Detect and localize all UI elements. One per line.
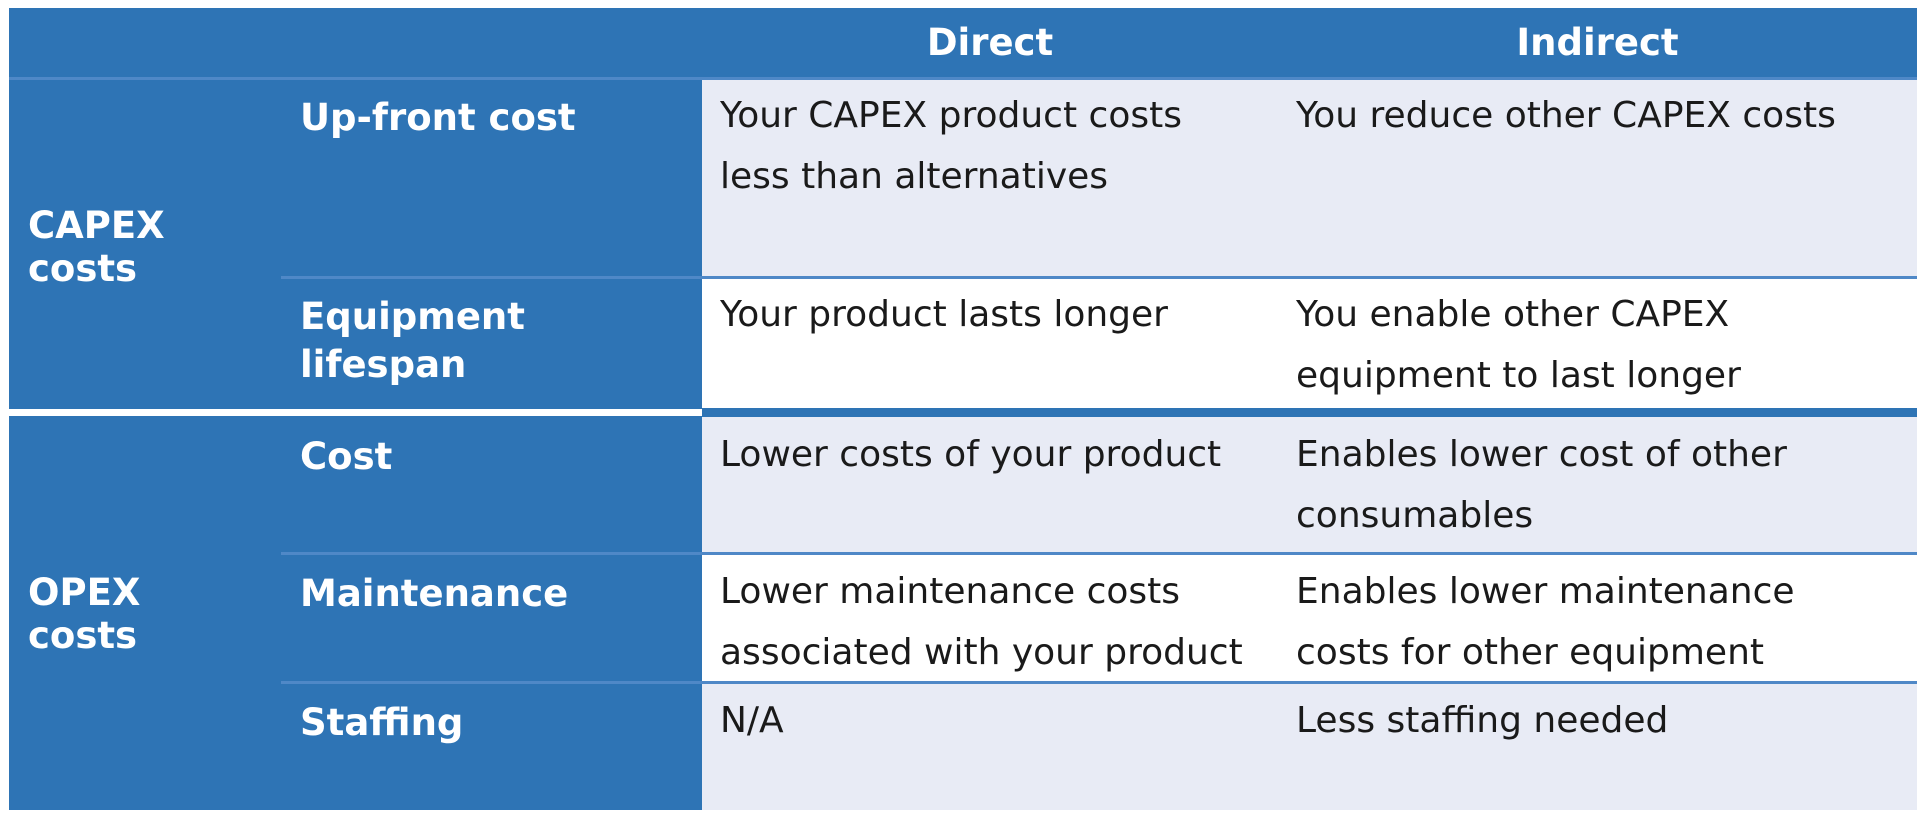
cost-comparison-table: Direct Indirect CAPEX costs Up-front cos… <box>9 8 1917 810</box>
row-label-up-front-cost: Up-front cost <box>300 96 576 139</box>
cell-staffing-direct: N/A <box>702 683 1278 810</box>
header-divider <box>9 77 1917 80</box>
group-label-opex: OPEX costs <box>28 570 141 657</box>
row-divider <box>281 681 1917 684</box>
column-header-indirect: Indirect <box>1516 21 1679 64</box>
cell-equipment-lifespan-direct: Your product lasts longer <box>702 277 1278 416</box>
group-label-capex: CAPEX costs <box>28 204 165 290</box>
cell-maintenance-indirect: Enables lower maintenance costs for othe… <box>1278 554 1917 683</box>
row-label-equipment-lifespan: Equipment lifespan <box>300 295 525 386</box>
row-label-maintenance: Maintenance <box>300 572 569 615</box>
cell-equipment-lifespan-indirect: You enable other CAPEX equipment to last… <box>1278 277 1917 416</box>
group-divider <box>9 408 1917 417</box>
cell-staffing-indirect: Less staffing needed <box>1278 683 1917 810</box>
group-divider-accent <box>9 409 702 416</box>
row-label-staffing: Staffing <box>300 701 464 744</box>
cell-up-front-cost-direct: Your CAPEX product costs less than alter… <box>702 78 1278 277</box>
cell-cost-direct: Lower costs of your product <box>702 417 1278 554</box>
cell-cost-indirect: Enables lower cost of other consumables <box>1278 417 1917 554</box>
cell-maintenance-direct: Lower maintenance costs associated with … <box>702 554 1278 683</box>
column-header-direct: Direct <box>926 21 1054 64</box>
row-label-cost: Cost <box>300 435 393 478</box>
row-divider <box>281 276 1917 279</box>
cell-up-front-cost-indirect: You reduce other CAPEX costs <box>1278 78 1917 277</box>
row-divider <box>281 552 1917 555</box>
